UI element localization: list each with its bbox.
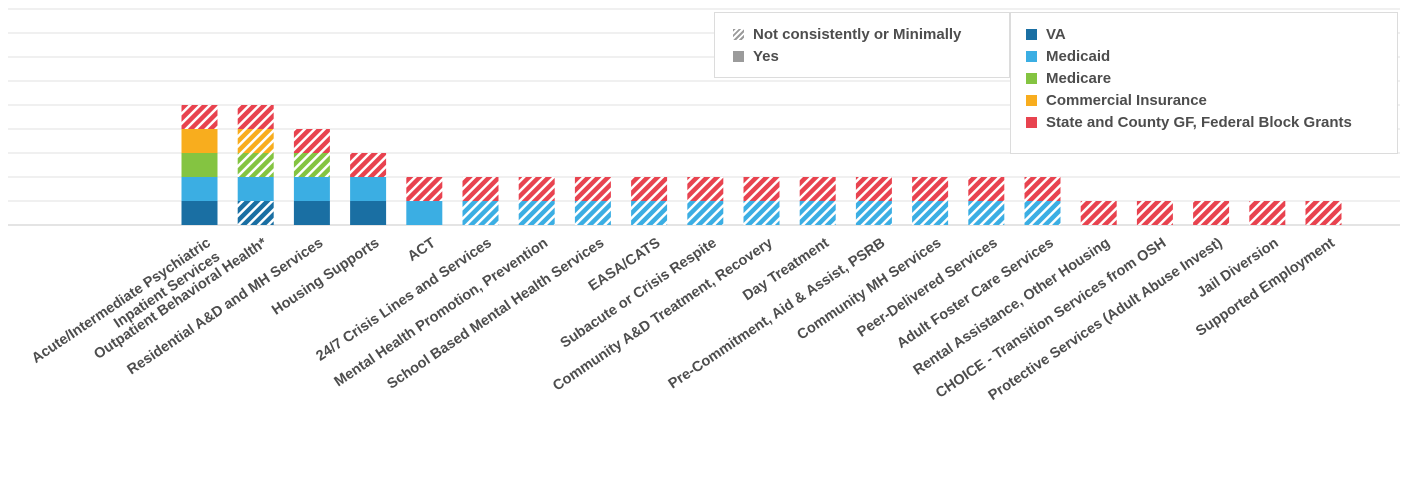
bar-segment (518, 177, 555, 201)
bar-segment (462, 201, 499, 225)
bar-segment (855, 201, 892, 225)
bar-segment (743, 201, 780, 225)
bar-segment (406, 201, 443, 225)
bar-segment (1024, 177, 1061, 201)
solid-swatch-icon (733, 50, 744, 62)
funding-source-legend: VA Medicaid Medicare Commercial Insuranc… (1010, 12, 1398, 154)
bar-segment (631, 201, 668, 225)
bar-segment (1249, 201, 1286, 225)
bar-segment (1080, 201, 1117, 225)
bar-segment (293, 201, 330, 225)
bar-segment (406, 177, 443, 201)
bar-segment (574, 201, 611, 225)
bar-segment (799, 201, 836, 225)
va-swatch-icon (1026, 28, 1037, 40)
legend-item-state-county: State and County GF, Federal Block Grant… (1026, 111, 1397, 133)
bar-segment (293, 177, 330, 201)
legend-label: Yes (753, 47, 779, 65)
bar-segment (237, 105, 274, 129)
bar-segment (1136, 201, 1173, 225)
pattern-legend: Not consistently or Minimally Yes (714, 12, 1010, 78)
bar-segment (237, 153, 274, 177)
bar-segment (237, 129, 274, 153)
state-county-swatch-icon (1026, 116, 1037, 128)
bar-segment (237, 201, 274, 225)
legend-label: State and County GF, Federal Block Grant… (1046, 113, 1352, 131)
bar-segment (350, 201, 387, 225)
legend-label: Medicare (1046, 69, 1112, 87)
bar-segment (968, 177, 1005, 201)
bar-segment (181, 105, 218, 129)
bar-segment (181, 177, 218, 201)
bar-segment (855, 177, 892, 201)
bar-segment (181, 153, 218, 177)
bar-segment (181, 129, 218, 153)
category-label: Housing Supports (269, 235, 382, 319)
legend-item-commercial: Commercial Insurance (1026, 89, 1397, 111)
bar-segment (293, 153, 330, 177)
medicaid-swatch-icon (1026, 50, 1037, 62)
category-label: ACT (405, 235, 439, 265)
legend-item-medicaid: Medicaid (1026, 45, 1397, 67)
legend-label: Not consistently or Minimally (753, 25, 962, 43)
medicare-swatch-icon (1026, 72, 1037, 84)
bar-segment (1193, 201, 1230, 225)
bar-segment (1305, 201, 1342, 225)
bar-segment (237, 177, 274, 201)
bar-segment (462, 177, 499, 201)
bar-segment (181, 201, 218, 225)
bar-segment (631, 177, 668, 201)
category-labels: Acute/Intermediate PsychiatricInpatient … (29, 235, 1338, 404)
commercial-swatch-icon (1026, 94, 1037, 106)
bar-segment (743, 177, 780, 201)
bar-segment (518, 201, 555, 225)
bar-segment (799, 177, 836, 201)
bar-segment (350, 153, 387, 177)
category-label: Acute/Intermediate PsychiatricInpatient … (29, 235, 223, 381)
bar-segment (350, 177, 387, 201)
hatched-swatch-icon (733, 28, 744, 40)
legend-item-medicare: Medicare (1026, 67, 1397, 89)
bar-segment (968, 201, 1005, 225)
legend-item-partial: Not consistently or Minimally (733, 23, 1009, 45)
legend-item-yes: Yes (733, 45, 1009, 67)
legend-label: Medicaid (1046, 47, 1111, 65)
bar-segment (293, 129, 330, 153)
legend-label: VA (1046, 25, 1066, 43)
bar-segment (912, 177, 949, 201)
bar-segment (687, 201, 724, 225)
bar-segment (912, 201, 949, 225)
legend-label: Commercial Insurance (1046, 91, 1207, 109)
bar-segment (1024, 201, 1061, 225)
bar-segment (687, 177, 724, 201)
bars (181, 105, 1342, 225)
bar-segment (574, 177, 611, 201)
legend-item-va: VA (1026, 23, 1397, 45)
